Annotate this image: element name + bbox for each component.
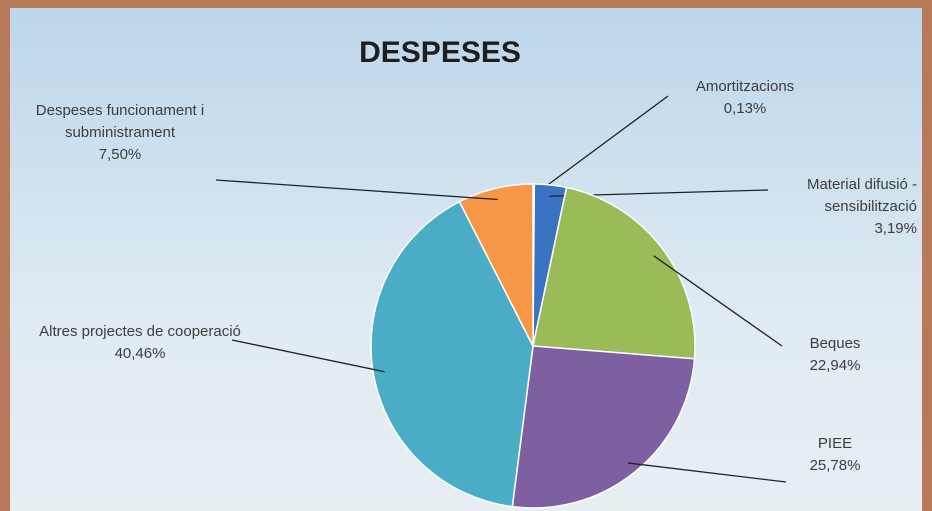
- slice-value: 7,50%: [98, 146, 142, 163]
- slice-name: Material difusió - sensibilització: [806, 176, 917, 215]
- slice-label: Material difusió - sensibilització 3,19%: [735, 174, 917, 240]
- leader-line: [653, 255, 783, 347]
- slice-value: 0,13%: [723, 100, 767, 117]
- pie-slice: [511, 345, 696, 509]
- leader-line: [533, 95, 669, 196]
- slice-name: Altres projectes de cooperació: [39, 323, 241, 340]
- slice-name: Amortitzacions: [695, 78, 795, 95]
- slice-label: Beques 22,94%: [760, 333, 910, 377]
- slice-label: PIEE 25,78%: [760, 433, 910, 477]
- slice-label: Amortitzacions 0,13%: [660, 76, 830, 120]
- leader-line: [215, 179, 498, 201]
- pie-slice: [370, 200, 534, 508]
- pie-slice: [532, 186, 696, 360]
- slice-name: PIEE: [817, 435, 853, 452]
- slice-name: Beques: [809, 335, 861, 352]
- slice-value: 22,94%: [809, 357, 861, 374]
- slice-label: Despeses funcionament i subministrament 7…: [20, 100, 220, 166]
- leader-line: [627, 462, 787, 483]
- slice-label: Altres projectes de cooperació 40,46%: [35, 321, 245, 365]
- slice-value: 3,19%: [874, 220, 917, 237]
- pie-slice: [458, 183, 534, 347]
- slice-value: 25,78%: [809, 457, 861, 474]
- chart-title: DESPESES: [359, 36, 521, 69]
- slice-value: 40,46%: [114, 345, 166, 362]
- leader-line: [231, 339, 385, 373]
- slice-name: Despeses funcionament i subministrament: [35, 102, 205, 141]
